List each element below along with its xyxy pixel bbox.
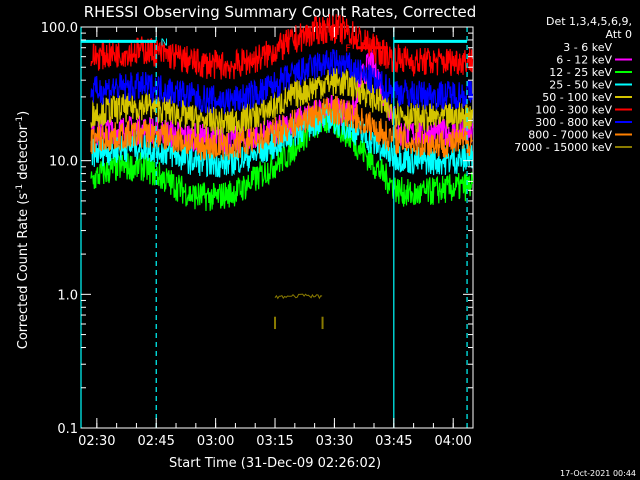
- x-tick-label: 02:30: [78, 434, 115, 449]
- legend-entry-label: 3 - 6 keV: [563, 41, 612, 54]
- legend-entry-label: 800 - 7000 keV: [528, 129, 612, 142]
- series-line-7000-15000keV: [274, 293, 323, 300]
- x-axis-ticks: 02:30 02:45 03:00 03:15 03:30 03:45 04:00: [78, 27, 474, 449]
- legend-header-line2: Att 0: [606, 28, 632, 41]
- x-tick-label: 02:45: [137, 434, 174, 449]
- x-tick-label: 03:30: [316, 434, 353, 449]
- x-tick-label: 03:45: [375, 434, 412, 449]
- series-line-50-100keV: [90, 68, 474, 137]
- legend-entry-label: 6 - 12 keV: [556, 54, 612, 67]
- y-tick-label: 1.0: [57, 288, 78, 303]
- x-tick-label: 04:00: [434, 434, 471, 449]
- legend-header-line1: Det 1,3,4,5,6,9,: [546, 15, 632, 28]
- y-tick-label: 100.0: [41, 21, 78, 36]
- generated-timestamp: 17-Oct-2021 00:44: [560, 469, 636, 478]
- x-tick-label: 03:00: [197, 434, 234, 449]
- flag-label: F: [345, 44, 351, 55]
- legend-entry-label: 12 - 25 keV: [549, 66, 612, 79]
- legend-entry-label: 50 - 100 keV: [542, 91, 612, 104]
- y-axis-ticks: 0.1 1.0 10.0 100.0: [41, 21, 473, 437]
- legend-entry-label: 100 - 300 keV: [535, 104, 612, 117]
- marker-layer: NF: [80, 27, 468, 428]
- x-tick-label: 03:15: [256, 434, 293, 449]
- y-tick-label: 0.1: [57, 422, 78, 437]
- series-line-300-800keV: [90, 49, 474, 114]
- x-axis-label: Start Time (31-Dec-09 02:26:02): [169, 456, 381, 471]
- flag-label: N: [160, 37, 167, 48]
- series-line-100-300keV: [90, 14, 474, 80]
- series-line-12-25keV: [90, 107, 474, 212]
- y-tick-label: 10.0: [49, 155, 78, 170]
- series-layer: [90, 14, 474, 300]
- y-axis-label: Corrected Count Rate (s-1 detector-1): [15, 111, 31, 349]
- chart-title: RHESSI Observing Summary Count Rates, Co…: [84, 3, 477, 21]
- series-line-800-7000keV: [90, 95, 473, 161]
- legend-entry-label: 300 - 800 keV: [535, 116, 612, 129]
- legend-entry-label: 7000 - 15000 keV: [514, 141, 612, 154]
- legend-entry-label: 25 - 50 keV: [549, 79, 612, 92]
